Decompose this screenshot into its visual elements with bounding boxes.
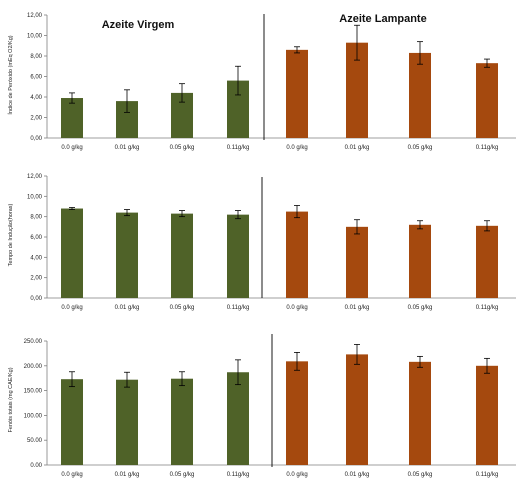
- bar-lampante: [476, 63, 498, 138]
- x-tick-label: 0.05 g/kg: [170, 305, 195, 311]
- bar-lampante: [409, 361, 431, 465]
- y-tick-label: 4,00: [30, 255, 42, 261]
- y-tick-label: 2,00: [30, 276, 42, 282]
- bar-virgem: [227, 372, 249, 465]
- x-tick-label: 0.05 g/kg: [408, 145, 433, 151]
- bar-virgem: [116, 101, 138, 138]
- bar-virgem: [171, 378, 193, 465]
- bar-lampante: [286, 49, 308, 138]
- bar-lampante: [409, 52, 431, 138]
- bar-virgem: [116, 379, 138, 465]
- x-tick-label: 0.05 g/kg: [170, 145, 195, 151]
- y-tick-label: 10,00: [27, 34, 43, 40]
- x-tick-label: 0.01 g/kg: [345, 145, 370, 151]
- y-axis-title: Índice de Peróxido (mEq O2/Kg): [7, 35, 14, 114]
- bar-virgem: [227, 214, 249, 298]
- x-tick-label: 0.05 g/kg: [408, 472, 433, 478]
- x-tick-label: 0.01 g/kg: [115, 145, 140, 151]
- x-tick-label: 0.0 g/kg: [61, 472, 82, 478]
- y-tick-label: 8,00: [30, 215, 42, 221]
- bar-virgem: [171, 213, 193, 298]
- bar-lampante: [286, 211, 308, 298]
- x-tick-label: 0.11g/kg: [227, 305, 250, 311]
- y-tick-label: 200.00: [24, 364, 43, 370]
- y-axis-title: Tempo de Indução(horas): [8, 204, 14, 267]
- bar-lampante: [476, 365, 498, 465]
- y-tick-label: 0,00: [30, 296, 42, 302]
- x-tick-label: 0.0 g/kg: [286, 145, 307, 151]
- y-tick-label: 50.00: [27, 438, 43, 444]
- bar-lampante: [346, 42, 368, 138]
- chart-panel-2: 0,00 2,00 4,00 6,00 8,00 10,00 12,00 Tempo de I…: [8, 174, 516, 311]
- header-azeite-virgem: Azeite Virgem: [102, 19, 175, 31]
- x-tick-label: 0.11g/kg: [476, 472, 499, 478]
- x-tick-label: 0.0 g/kg: [61, 305, 82, 311]
- x-tick-label: 0.05 g/kg: [408, 305, 433, 311]
- x-tick-label: 0.01 g/kg: [345, 305, 370, 311]
- bar-lampante: [476, 225, 498, 298]
- y-tick-label: 0,00: [30, 136, 42, 142]
- x-tick-label: 0.11g/kg: [227, 472, 250, 478]
- bar-lampante: [346, 354, 368, 465]
- bar-virgem: [61, 98, 83, 138]
- y-axis-title: Fenóis totais (mg CAE/Kg): [8, 367, 14, 432]
- x-tick-label: 0.11g/kg: [476, 305, 499, 311]
- x-tick-label: 0.01 g/kg: [115, 472, 140, 478]
- y-tick-label: 100.00: [24, 413, 43, 419]
- x-tick-label: 0.11g/kg: [227, 145, 250, 151]
- chart-panel-3: 0.00 50.00 100.00 150.00 200.00 250.00 Fenóis …: [8, 334, 516, 478]
- bar-virgem: [171, 92, 193, 138]
- bar-virgem: [116, 212, 138, 298]
- x-tick-label: 0.11g/kg: [476, 145, 499, 151]
- y-tick-label: 8,00: [30, 54, 42, 60]
- y-tick-label: 6,00: [30, 75, 42, 81]
- x-tick-label: 0.01 g/kg: [345, 472, 370, 478]
- y-tick-label: 6,00: [30, 235, 42, 241]
- y-tick-label: 12,00: [27, 13, 43, 19]
- bar-virgem: [61, 208, 83, 298]
- bar-lampante: [286, 361, 308, 465]
- x-tick-label: 0.0 g/kg: [61, 145, 82, 151]
- header-azeite-lampante: Azeite Lampante: [339, 13, 426, 25]
- chart-panel-1: 0,00 2,00 4,00 6,00 8,00 10,00 12,00 Índice de …: [7, 13, 516, 151]
- y-tick-label: 4,00: [30, 95, 42, 101]
- y-tick-label: 250.00: [24, 339, 43, 345]
- y-tick-label: 2,00: [30, 116, 42, 122]
- x-tick-label: 0.0 g/kg: [286, 472, 307, 478]
- bar-lampante: [346, 226, 368, 298]
- y-tick-label: 12,00: [27, 174, 43, 180]
- y-tick-label: 150.00: [24, 389, 43, 395]
- bar-virgem: [61, 379, 83, 465]
- x-tick-label: 0.05 g/kg: [170, 472, 195, 478]
- bar-lampante: [409, 224, 431, 298]
- bar-virgem: [227, 80, 249, 138]
- x-tick-label: 0.0 g/kg: [286, 305, 307, 311]
- y-tick-label: 10,00: [27, 194, 43, 200]
- y-tick-label: 0.00: [30, 463, 42, 469]
- x-tick-label: 0.01 g/kg: [115, 305, 140, 311]
